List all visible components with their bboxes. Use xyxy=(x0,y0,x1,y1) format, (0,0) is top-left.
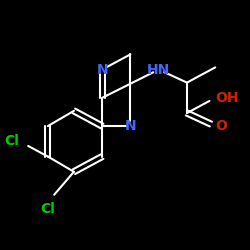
Text: OH: OH xyxy=(215,91,239,105)
Text: Cl: Cl xyxy=(40,202,55,216)
Text: HN: HN xyxy=(147,62,170,76)
Text: O: O xyxy=(215,119,227,133)
Text: N: N xyxy=(96,62,108,76)
Text: N: N xyxy=(124,119,136,133)
Text: Cl: Cl xyxy=(5,134,20,148)
